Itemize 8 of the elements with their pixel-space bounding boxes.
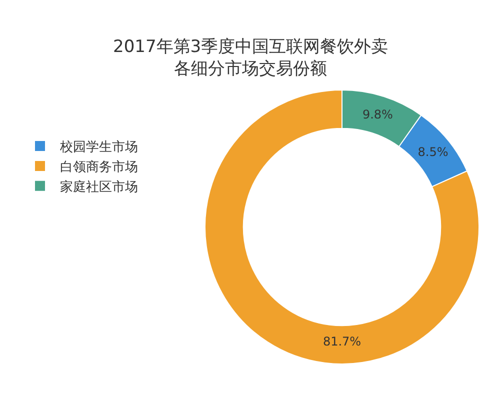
legend-label: 白领商务市场 [60, 160, 138, 176]
data-label: 8.5% [418, 145, 448, 160]
legend-label: 校园学生市场 [59, 140, 138, 156]
data-label: 81.7% [322, 334, 362, 348]
data-label: 9.8% [362, 108, 393, 122]
donut-slice [204, 90, 480, 364]
chart-title: 2017年第3季度中国互联网餐饮外卖各细分市场交易份额 [113, 37, 388, 80]
legend-label: 家庭社区市场 [60, 178, 138, 195]
